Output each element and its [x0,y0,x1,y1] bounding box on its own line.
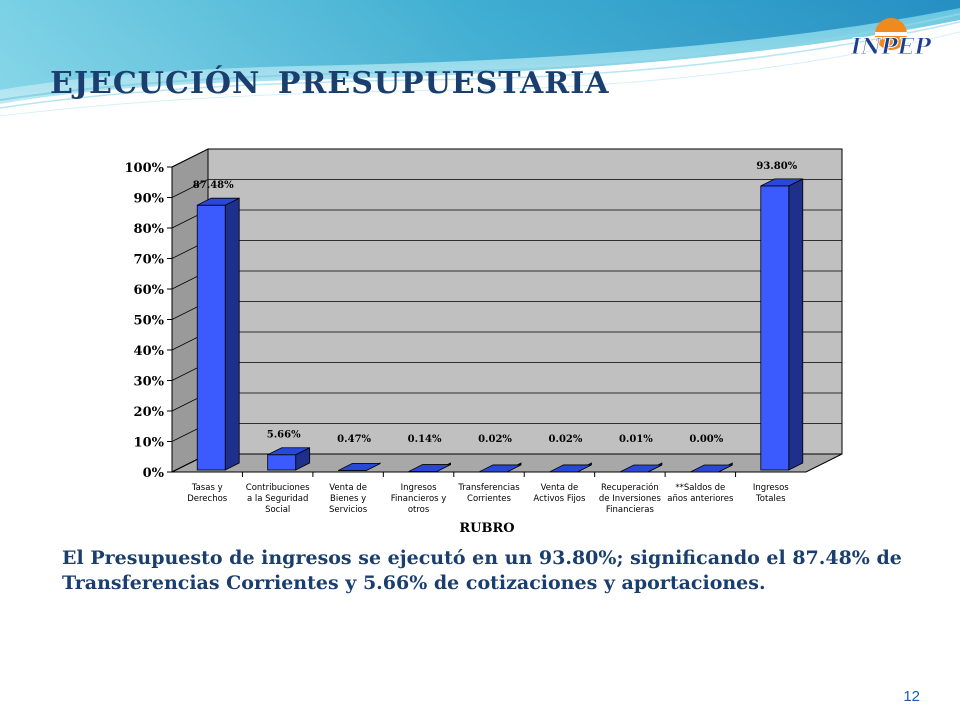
bar-top [337,463,381,471]
slide-caption: El Presupuesto de ingresos se ejecutó en… [62,547,902,594]
data-label: 0.14% [408,434,442,445]
data-label: 87.48% [193,180,234,191]
x-tick-label: Tasas y Derechos [187,483,228,504]
bar-front [196,204,226,471]
data-label: 93.80% [756,161,797,172]
bar [267,447,311,471]
bar [337,462,381,472]
bar-front [267,454,297,471]
gridline [171,179,842,198]
bar-front [760,185,790,471]
data-label: 0.02% [549,434,583,445]
y-tick-label: 20% [134,405,165,420]
bar-top [549,464,592,473]
bar-top [197,197,240,206]
page-number: 12 [903,688,920,705]
bar-top [478,464,522,473]
data-label: 0.47% [337,434,371,445]
data-label: 0.01% [619,434,653,445]
bar [690,462,733,473]
data-label: 0.02% [478,434,512,445]
y-tick-label: 80% [134,222,165,237]
bar-side [224,197,240,471]
bar [619,462,663,473]
data-label: 0.00% [689,434,723,445]
data-label: 5.66% [267,430,301,441]
inpep-logo: INPEP [836,8,946,68]
bar-top [267,447,310,456]
bar [478,462,522,473]
bar [760,178,804,471]
slide-title: EJECUCIÓN PRESUPUESTARIA [50,66,610,101]
x-tick-label: Transferencias Corrientes [457,483,520,504]
logo-text: INPEP [850,34,933,60]
x-tick-label: **Saldos de años anteriores [667,483,734,504]
x-tick-label: Venta de Activos Fijos [533,483,586,504]
y-tick-label: 40% [134,344,165,359]
bar-side [788,178,804,471]
x-tick-label: Ingresos Totales [753,483,789,504]
x-tick-label: Ingresos Financieros y otros [391,483,447,515]
y-tick-label: 90% [134,192,165,207]
bar [196,197,240,471]
y-tick-label: 0% [143,466,165,481]
y-tick-label: 70% [134,253,165,268]
x-tick-label: Venta de Bienes y Servicios [329,483,368,515]
gridline [171,148,842,168]
y-tick-label: 60% [134,283,165,298]
bar-top [760,178,803,187]
budget-execution-chart: 0% 10% 20% 30% 40% 50% 60% 70% 80% 90% 100% 87.48% T… [125,148,843,536]
bar [549,462,592,473]
y-tick-label: 30% [134,375,165,390]
bar-top [408,464,451,472]
y-tick-label: 100% [125,161,165,176]
x-tick-label: Contribuciones a la Seguridad Social [246,483,310,515]
x-axis-label: RUBRO [459,521,514,536]
header-swoosh-decoration [0,0,960,117]
bar-top [619,464,663,473]
y-tick-label: 50% [134,314,165,329]
bar-top [690,464,733,473]
y-tick-label: 10% [134,436,165,451]
x-tick-label: Recuperación de Inversiones Financieras [599,482,662,515]
bar [408,462,451,473]
